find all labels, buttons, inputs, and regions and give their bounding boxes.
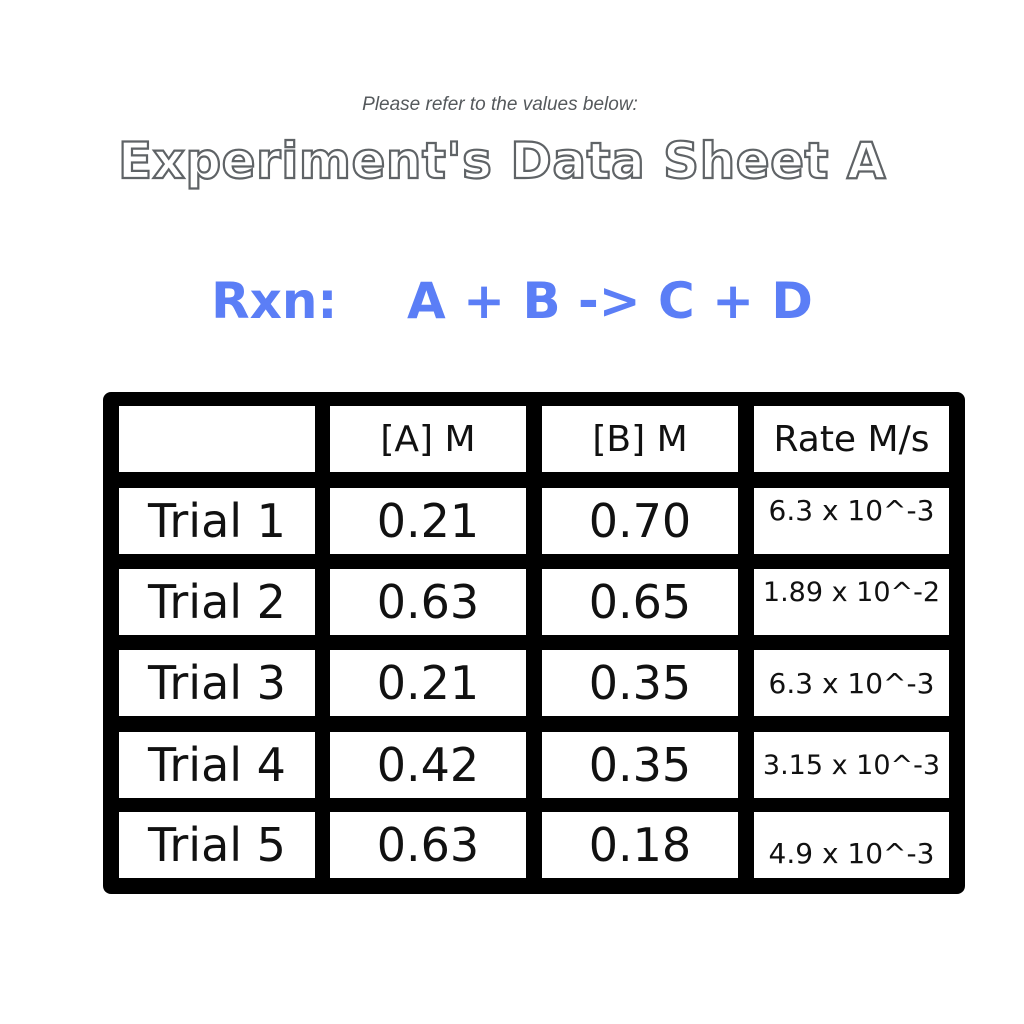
cell-rate-trial-5: 4.9 x 10^-3 <box>754 812 949 878</box>
cell-rate-trial-2: 1.89 x 10^-2 <box>754 569 949 635</box>
cell-b-trial-4: 0.35 <box>542 732 738 798</box>
header-cell-blank <box>119 406 315 472</box>
cell-rate-trial-3: 6.3 x 10^-3 <box>754 650 949 716</box>
reaction-label: Rxn: <box>211 272 338 330</box>
row-label-trial-2: Trial 2 <box>119 569 315 635</box>
cell-a-trial-3: 0.21 <box>330 650 526 716</box>
cell-b-trial-3: 0.35 <box>542 650 738 716</box>
cell-a-trial-2: 0.63 <box>330 569 526 635</box>
header-cell-rate: Rate M/s <box>754 406 949 472</box>
cell-a-trial-1: 0.21 <box>330 488 526 554</box>
cell-a-trial-5: 0.63 <box>330 812 526 878</box>
row-label-trial-5: Trial 5 <box>119 812 315 878</box>
cell-b-trial-1: 0.70 <box>542 488 738 554</box>
reaction-equation: Rxn: A + B -> C + D <box>0 272 1024 330</box>
cell-a-trial-4: 0.42 <box>330 732 526 798</box>
cell-rate-trial-1: 6.3 x 10^-3 <box>754 488 949 554</box>
row-label-trial-4: Trial 4 <box>119 732 315 798</box>
header-cell-b-concentration: [B] M <box>542 406 738 472</box>
cell-b-trial-2: 0.65 <box>542 569 738 635</box>
header-cell-a-concentration: [A] M <box>330 406 526 472</box>
reaction-formula: A + B -> C + D <box>407 272 813 330</box>
cell-rate-trial-4: 3.15 x 10^-3 <box>754 732 949 798</box>
row-label-trial-1: Trial 1 <box>119 488 315 554</box>
data-table: [A] M [B] M Rate M/s Trial 1 0.21 0.70 6… <box>103 392 965 894</box>
row-label-trial-3: Trial 3 <box>119 650 315 716</box>
cell-b-trial-5: 0.18 <box>542 812 738 878</box>
page-title: Experiment's Data Sheet A <box>117 131 887 191</box>
intro-text: Please refer to the values below: <box>362 94 638 115</box>
